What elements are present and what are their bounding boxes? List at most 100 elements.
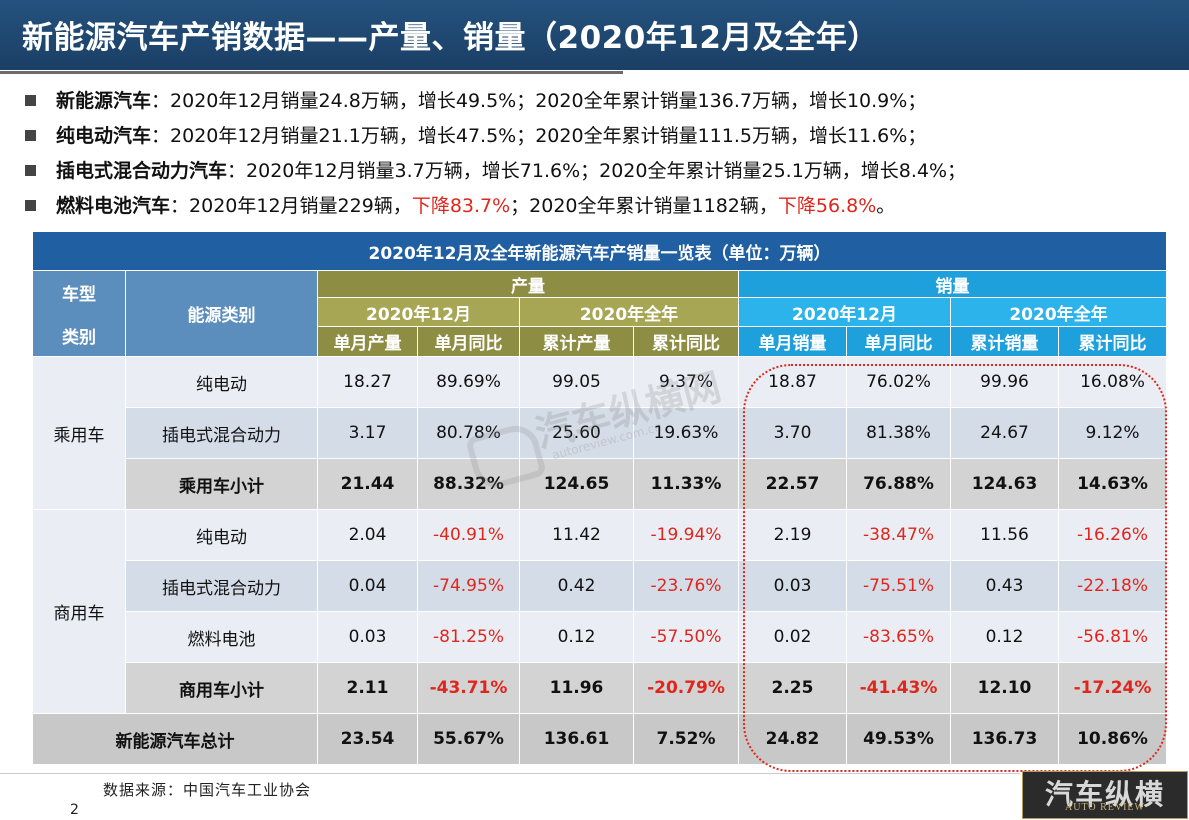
table-cell: -81.25%: [417, 611, 520, 663]
table-cell: 99.96: [950, 356, 1059, 408]
header-production-year: 2020年全年: [519, 297, 739, 327]
logo-subtext: AUTO REVIEW: [1065, 802, 1145, 813]
table-cell: 81.38%: [846, 407, 951, 459]
table-cell: -43.71%: [417, 662, 520, 714]
table-cell: 3.17: [317, 407, 418, 459]
bullet-text: ：2020年12月销量229辆，: [170, 195, 412, 217]
table-cell: 88.32%: [417, 458, 520, 510]
subheader-cell: 累计销量: [950, 326, 1059, 357]
subheader-cell: 单月同比: [846, 326, 951, 357]
total-cell: 49.53%: [846, 713, 951, 765]
table-cell: 76.02%: [846, 356, 951, 408]
total-cell: 23.54: [317, 713, 418, 765]
auto-review-logo: 汽车纵横 AUTO REVIEW: [1022, 771, 1188, 819]
bullet-name: 纯电动汽车: [56, 125, 152, 147]
table-cell: 80.78%: [417, 407, 520, 459]
bullet-decline-annual: 下降56.8%: [777, 195, 877, 217]
table-cell: 16.08%: [1057, 356, 1168, 408]
table-row: 乘用车 纯电动 18.27 89.69% 99.05 9.37% 18.87 76.02% 99…: [32, 356, 1168, 510]
total-cell: 136.73: [950, 713, 1059, 765]
header-sales: 销量: [737, 270, 1168, 298]
table-cell: -38.47%: [846, 509, 951, 561]
table-cell: -17.24%: [1057, 662, 1168, 714]
total-cell: 24.82: [738, 713, 847, 765]
table-cell: 0.04: [317, 560, 418, 612]
bullet-list: 新能源汽车：2020年12月销量24.8万辆，增长49.5%；2020全年累计销…: [22, 86, 1182, 226]
total-label: 新能源汽车总计: [32, 713, 318, 765]
bullet-nev: 新能源汽车：2020年12月销量24.8万辆，增长49.5%；2020全年累计销…: [22, 86, 1182, 121]
table-cell: 2.11: [317, 662, 418, 714]
bullet-text: ；2020全年累计销量1182辆，: [510, 195, 778, 217]
table-cell: 11.56: [950, 509, 1059, 561]
logo-text: 汽车纵横: [1044, 778, 1165, 811]
subheader-cell: 单月同比: [417, 326, 520, 357]
table-cell: 18.87: [738, 356, 847, 408]
table-row-total: 新能源汽车总计 23.54 55.67% 136.61 7.52% 24.82 …: [32, 713, 1168, 765]
table-cell: 0.02: [738, 611, 847, 663]
table-caption: 2020年12月及全年新能源汽车产销量一览表（单位：万辆）: [31, 231, 1168, 271]
bullet-text: ：2020年12月销量24.8万辆，增长49.5%；2020全年累计销量136.…: [151, 90, 927, 112]
table-cell: -40.91%: [417, 509, 520, 561]
table-row-subtotal: 商用车小计 2.11 -43.71% 11.96 -20.79% 2.25 -41.43% 1…: [33, 662, 1168, 714]
header-car-type-line1: 车型: [62, 284, 96, 305]
total-cell: 7.52%: [633, 713, 739, 765]
subheader-cell: 累计同比: [1057, 326, 1168, 357]
table-cell: 22.57: [738, 458, 847, 510]
page-number: 2: [70, 802, 79, 818]
table-cell: -19.94%: [633, 509, 739, 561]
table-cell: 0.12: [519, 611, 634, 663]
table-cell: 9.12%: [1057, 407, 1168, 459]
energy-type: 乘用车小计: [125, 458, 318, 510]
subheader-cell: 单月产量: [317, 326, 418, 357]
table-cell: 2.04: [317, 509, 418, 561]
square-bullet-icon: [25, 130, 36, 141]
bullet-text: ：2020年12月销量21.1万辆，增长47.5%；2020全年累计销量111.…: [151, 125, 927, 147]
page-title: 新能源汽车产销数据——产量、销量（2020年12月及全年）: [22, 20, 879, 56]
subheader-cell: 累计同比: [633, 326, 739, 357]
table-cell: 0.43: [950, 560, 1059, 612]
header-car-type: 车型 类别: [32, 270, 126, 357]
table-cell: 0.12: [950, 611, 1059, 663]
car-category: 乘用车: [32, 356, 126, 510]
table-cell: -23.76%: [633, 560, 739, 612]
table-cell: 0.03: [317, 611, 418, 663]
bullet-text: 。: [876, 195, 896, 217]
table-cell: 124.63: [950, 458, 1059, 510]
sales-table: 2020年12月及全年新能源汽车产销量一览表（单位：万辆） 车型 类别 能源类别…: [31, 231, 1168, 765]
bullet-phev: 插电式混合动力汽车：2020年12月销量3.7万辆，增长71.6%；2020全年…: [22, 156, 1182, 191]
bullet-name: 燃料电池汽车: [56, 195, 171, 217]
total-cell: 55.67%: [417, 713, 520, 765]
table-cell: 9.37%: [633, 356, 739, 408]
footer-divider: [0, 773, 1020, 774]
bullet-name: 新能源汽车: [56, 90, 152, 112]
table-cell: 12.10: [950, 662, 1059, 714]
bullet-text: ：2020年12月销量3.7万辆，增长71.6%；2020全年累计销量25.1万…: [227, 160, 967, 182]
table-cell: 89.69%: [417, 356, 520, 408]
bullet-fcev: 燃料电池汽车：2020年12月销量229辆，下降83.7%；2020全年累计销量…: [22, 191, 1182, 226]
total-cell: 10.86%: [1057, 713, 1168, 765]
subheader-cell: 累计产量: [519, 326, 634, 357]
table-cell: 25.60: [519, 407, 634, 459]
table-cell: 124.65: [519, 458, 634, 510]
square-bullet-icon: [25, 200, 36, 211]
table-cell: -83.65%: [846, 611, 951, 663]
table-cell: 19.63%: [633, 407, 739, 459]
table-cell: -41.43%: [846, 662, 951, 714]
table-cell: 24.67: [950, 407, 1059, 459]
table-cell: -56.81%: [1057, 611, 1168, 663]
table-row: 插电式混合动力 0.04 -74.95% 0.42 -23.76% 0.03 -75.51%…: [33, 560, 1168, 612]
header-sales-dec: 2020年12月: [738, 297, 951, 327]
table-cell: 76.88%: [846, 458, 951, 510]
table-cell: -16.26%: [1057, 509, 1168, 561]
bullet-name: 插电式混合动力汽车: [56, 160, 228, 182]
bullet-bev: 纯电动汽车：2020年12月销量21.1万辆，增长47.5%；2020全年累计销…: [22, 121, 1182, 156]
energy-type: 燃料电池: [125, 611, 318, 663]
table-body: 乘用车 纯电动 18.27 89.69% 99.05 9.37% 18.87 76.02% 99…: [32, 356, 1168, 714]
square-bullet-icon: [25, 95, 36, 106]
energy-type: 纯电动: [125, 356, 318, 408]
header-sales-year: 2020年全年: [949, 297, 1168, 327]
table-cell: 0.42: [519, 560, 634, 612]
table-cell: -74.95%: [417, 560, 520, 612]
table-row: 商用车 纯电动 2.04 -40.91% 11.42 -19.94% 2.19 -38.47%…: [32, 509, 1168, 714]
table-cell: 11.33%: [633, 458, 739, 510]
